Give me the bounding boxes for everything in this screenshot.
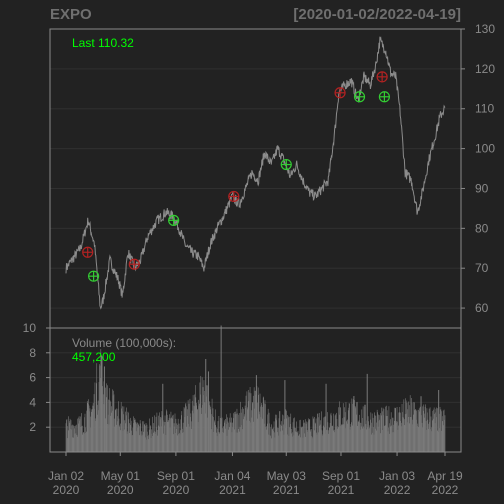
volume-panel-frame xyxy=(49,327,462,453)
signal-marker xyxy=(334,87,346,99)
signal-marker xyxy=(228,190,240,203)
signal-markers xyxy=(82,71,390,282)
date-tick-label: May 03 xyxy=(267,469,307,483)
date-tick-year: 2021 xyxy=(219,483,246,497)
date-tick-label: Jan 04 xyxy=(214,469,250,483)
signal-marker xyxy=(378,91,390,103)
date-tick-label: Apr 19 xyxy=(427,469,463,483)
volume-tick-label: 4 xyxy=(29,395,36,409)
date-tick-year: 2022 xyxy=(432,483,459,497)
signal-marker xyxy=(87,270,100,282)
volume-tick-label: 10 xyxy=(23,321,37,335)
date-tick-year: 2020 xyxy=(53,483,80,497)
volume-tick-label: 8 xyxy=(29,346,36,360)
signal-marker xyxy=(168,214,180,226)
price-axis-labels: 60 70 80 90 100 110 120 130 xyxy=(461,22,495,315)
chart-date-range: [2020-01-02/2022-04-19] xyxy=(293,6,461,23)
date-tick-year: 2021 xyxy=(328,483,355,497)
last-price-label: Last 110.32 xyxy=(72,36,134,50)
date-tick-year: 2020 xyxy=(163,483,190,497)
signal-marker xyxy=(376,71,388,83)
chart-ticker: EXPO xyxy=(50,6,92,23)
date-tick-label: Sep 01 xyxy=(322,469,360,483)
volume-axis-labels: 2 4 6 8 10 xyxy=(23,321,50,434)
price-tick-label: 90 xyxy=(475,181,489,195)
volume-label: Volume (100,000s): xyxy=(72,336,176,350)
volume-tick-label: 6 xyxy=(29,371,36,385)
price-tick-label: 80 xyxy=(475,221,489,235)
price-tick-label: 70 xyxy=(475,261,489,275)
signal-marker xyxy=(82,246,94,258)
price-tick-label: 120 xyxy=(475,62,495,76)
date-tick-year: 2020 xyxy=(107,483,134,497)
signal-marker xyxy=(353,91,366,103)
price-tick-label: 110 xyxy=(475,102,494,116)
price-tick-label: 60 xyxy=(475,301,489,315)
price-line xyxy=(65,36,446,310)
volume-tick-label: 2 xyxy=(29,420,36,434)
volume-bars xyxy=(65,325,446,452)
date-tick-label: Jan 02 xyxy=(48,469,84,483)
price-tick-label: 130 xyxy=(475,22,495,36)
date-tick-label: May 01 xyxy=(101,469,141,483)
signal-marker xyxy=(280,158,292,171)
signal-marker xyxy=(128,258,140,270)
date-tick-year: 2021 xyxy=(273,483,300,497)
date-tick-label: Jan 03 xyxy=(379,469,415,483)
volume-value: 457,200 xyxy=(72,350,116,364)
date-tick-label: Sep 01 xyxy=(157,469,195,483)
date-tick-year: 2022 xyxy=(384,483,411,497)
price-tick-label: 100 xyxy=(475,142,495,156)
